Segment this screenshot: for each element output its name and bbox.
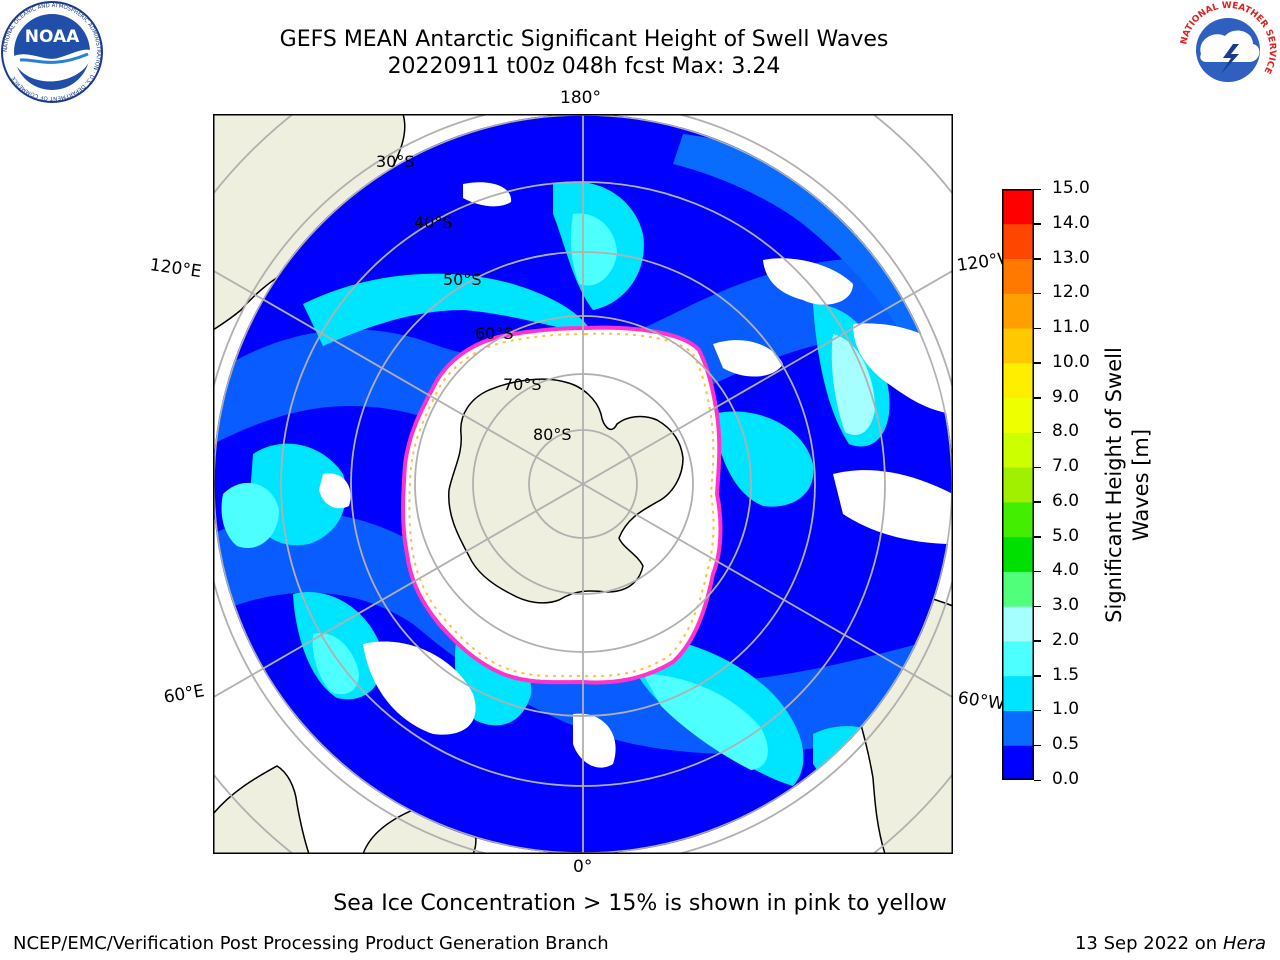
colorbar-segment (1002, 258, 1034, 294)
colorbar-tick-mark (1034, 188, 1041, 190)
colorbar-tick-label: 0.5 (1052, 734, 1080, 755)
colorbar-tick-mark (1034, 362, 1041, 364)
chart-subtitle: 20220911 t00z 048h fcst Max: 3.24 (387, 54, 781, 79)
lon-label-180: 180° (560, 88, 601, 108)
colorbar-tick-mark (1034, 431, 1041, 434)
lat-label-30s: 30°S (376, 152, 415, 171)
map-frame-border (213, 114, 953, 854)
colorbar-tick-mark (1034, 223, 1041, 225)
colorbar-segment (1002, 362, 1034, 399)
colorbar-tick-mark (1034, 292, 1041, 295)
svg-text:NOAA: NOAA (25, 27, 80, 47)
colorbar-tick-label: 3.0 (1052, 595, 1080, 616)
colorbar-border (1002, 189, 1034, 780)
colorbar-tick-mark (1034, 501, 1041, 503)
colorbar-segment (1002, 293, 1034, 329)
colorbar-tick-label: 2.0 (1052, 629, 1080, 650)
colorbar-tick-label: 1.5 (1052, 664, 1080, 685)
footer-date: 13 Sep 2022 on Hera (1075, 933, 1266, 954)
colorbar-segment (1002, 432, 1034, 468)
colorbar-tick-mark (1034, 258, 1041, 260)
colorbar-tick-mark (1034, 640, 1041, 642)
colorbar-tick-label: 14.0 (1052, 212, 1090, 233)
graticule (213, 114, 953, 854)
colorbar-segment (1002, 397, 1034, 433)
lon-label-0: 0° (573, 857, 593, 877)
colorbar-segment (1002, 536, 1034, 572)
colorbar-tick-label: 1.0 (1052, 699, 1080, 720)
colorbar-tick-label: 5.0 (1052, 525, 1080, 546)
sea-ice-note: Sea Ice Concentration > 15% is shown in … (333, 891, 947, 916)
lat-label-80s: 80°S (533, 425, 572, 444)
colorbar-segment (1002, 606, 1034, 642)
nws-logo: NATIONAL WEATHER SERVICE (1177, 0, 1280, 100)
polar-stereographic-map (213, 114, 953, 854)
colorbar-tick-mark (1034, 675, 1041, 677)
colorbar-tick-mark (1034, 709, 1041, 712)
footer-date-text: 13 Sep 2022 on (1074, 933, 1218, 954)
lon-label-60e: 60°E (162, 681, 206, 708)
colorbar-segment (1002, 328, 1034, 364)
lon-label-120e: 120°E (148, 255, 203, 283)
footer-credit: NCEP/EMC/Verification Post Processing Pr… (13, 933, 609, 954)
colorbar-tick-mark (1034, 744, 1041, 747)
sea-ice-inner-edge (408, 332, 715, 678)
chart-title: GEFS MEAN Antarctic Significant Height o… (279, 27, 889, 52)
colorbar-segment (1002, 571, 1034, 607)
colorbar-segment (1002, 745, 1034, 781)
footer-machine: Hera (1222, 933, 1266, 954)
antarctica (448, 378, 684, 604)
colorbar-tick-mark (1034, 397, 1041, 399)
lat-label-70s: 70°S (503, 375, 542, 394)
colorbar-segment (1002, 467, 1034, 503)
colorbar-tick-label: 12.0 (1052, 282, 1090, 303)
colorbar-label: Significant Height of Swell Waves [m] (1102, 347, 1153, 623)
lat-label-40s: 40°S (414, 213, 453, 232)
colorbar-tick-label: 11.0 (1052, 317, 1090, 338)
colorbar-tick-label: 7.0 (1052, 456, 1080, 477)
lat-label-60s: 60°S (475, 324, 514, 343)
colorbar-segment (1002, 675, 1034, 711)
colorbar-segment (1002, 223, 1034, 260)
colorbar-tick-label: 13.0 (1052, 247, 1090, 268)
lon-label-60w: 60°W (956, 688, 1006, 715)
colorbar-tick-mark (1034, 779, 1041, 781)
colorbar-tick-mark (1034, 536, 1041, 538)
colorbar-tick-mark (1034, 327, 1041, 330)
colorbar-segment (1002, 189, 1034, 225)
colorbar-tick-mark (1034, 570, 1041, 573)
colorbar-segment (1002, 710, 1034, 746)
colorbar-tick-label: 0.0 (1052, 769, 1080, 789)
colorbar (1002, 189, 1034, 781)
colorbar-tick-mark (1034, 605, 1041, 608)
colorbar-tick-label: 10.0 (1052, 351, 1090, 372)
colorbar-tick-label: 15.0 (1052, 178, 1090, 198)
lat-label-50s: 50°S (443, 270, 482, 289)
colorbar-segment (1002, 501, 1034, 538)
noaa-logo: NOAA NATIONAL OCEANIC AND ATMOSPHERIC AD… (0, 0, 104, 104)
colorbar-segment (1002, 640, 1034, 677)
colorbar-tick-label: 6.0 (1052, 490, 1080, 511)
colorbar-tick-mark (1034, 466, 1041, 469)
colorbar-tick-label: 4.0 (1052, 560, 1080, 581)
colorbar-tick-label: 9.0 (1052, 386, 1080, 407)
colorbar-tick-label: 8.0 (1052, 421, 1080, 442)
